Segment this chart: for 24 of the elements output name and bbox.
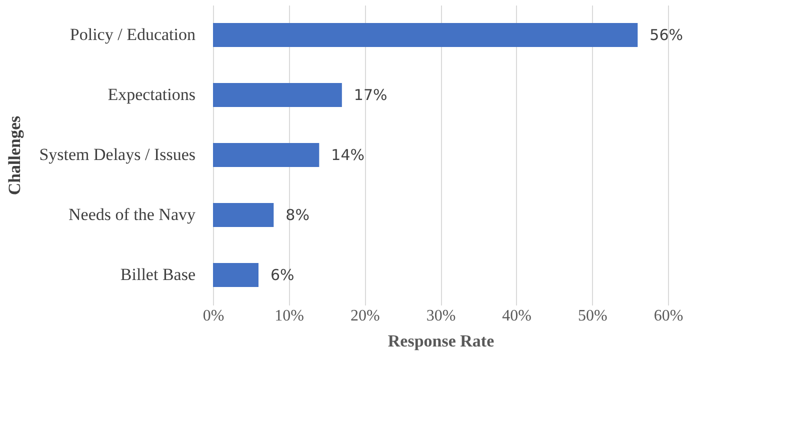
x-tick-label: 20% (350, 308, 380, 324)
bar (213, 83, 342, 107)
y-tick-label: Expectations (108, 85, 196, 104)
x-tick-label: 10% (274, 308, 304, 324)
x-tick-label: 30% (426, 308, 456, 324)
x-tick-label: 40% (502, 308, 532, 324)
x-tick-label: 60% (654, 308, 684, 324)
bar (213, 23, 638, 47)
bar (213, 203, 274, 227)
data-label: 56% (650, 26, 684, 44)
data-label: 6% (270, 266, 294, 284)
y-tick-label: Needs of the Navy (68, 205, 196, 224)
x-axis-title: Response Rate (388, 332, 495, 350)
y-tick-label: System Delays / Issues (39, 145, 196, 164)
x-tick-label: 50% (578, 308, 608, 324)
data-label: 8% (286, 206, 310, 224)
bar (213, 263, 258, 287)
x-tick-label: 0% (202, 308, 224, 324)
y-tick-label: Billet Base (120, 265, 196, 284)
bar (213, 143, 320, 167)
y-tick-label: Policy / Education (70, 25, 196, 44)
y-axis-title: Challenges (5, 115, 24, 196)
data-label: 14% (331, 146, 365, 164)
data-label: 17% (354, 86, 388, 104)
